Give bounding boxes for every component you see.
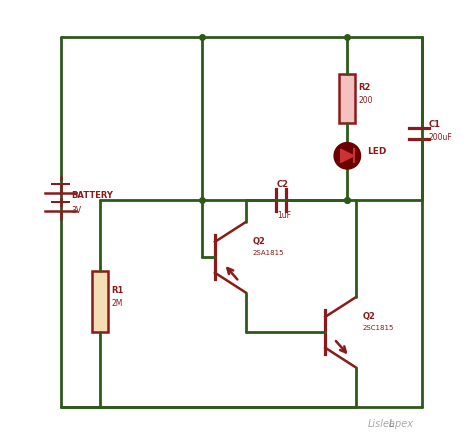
- Text: 2SA1815: 2SA1815: [253, 250, 284, 256]
- Text: 200: 200: [358, 96, 373, 105]
- Circle shape: [334, 143, 361, 169]
- Text: 1uF: 1uF: [277, 210, 291, 220]
- Text: 200uF: 200uF: [429, 133, 453, 143]
- Text: L: L: [388, 420, 393, 429]
- Text: Q2: Q2: [253, 237, 265, 246]
- Text: 2M: 2M: [111, 299, 123, 308]
- Text: BATTERY: BATTERY: [72, 191, 113, 200]
- Text: 3V: 3V: [72, 206, 82, 215]
- Text: C1: C1: [429, 120, 441, 129]
- Polygon shape: [341, 149, 354, 163]
- Text: 2SC1815: 2SC1815: [363, 325, 394, 331]
- Text: LED: LED: [367, 147, 386, 155]
- Text: R2: R2: [358, 83, 371, 91]
- Text: Lisleapex: Lisleapex: [367, 420, 413, 429]
- Text: Q2: Q2: [363, 312, 375, 321]
- Text: R1: R1: [111, 285, 124, 295]
- FancyBboxPatch shape: [92, 270, 108, 332]
- Text: C2: C2: [277, 180, 289, 189]
- FancyBboxPatch shape: [339, 74, 355, 123]
